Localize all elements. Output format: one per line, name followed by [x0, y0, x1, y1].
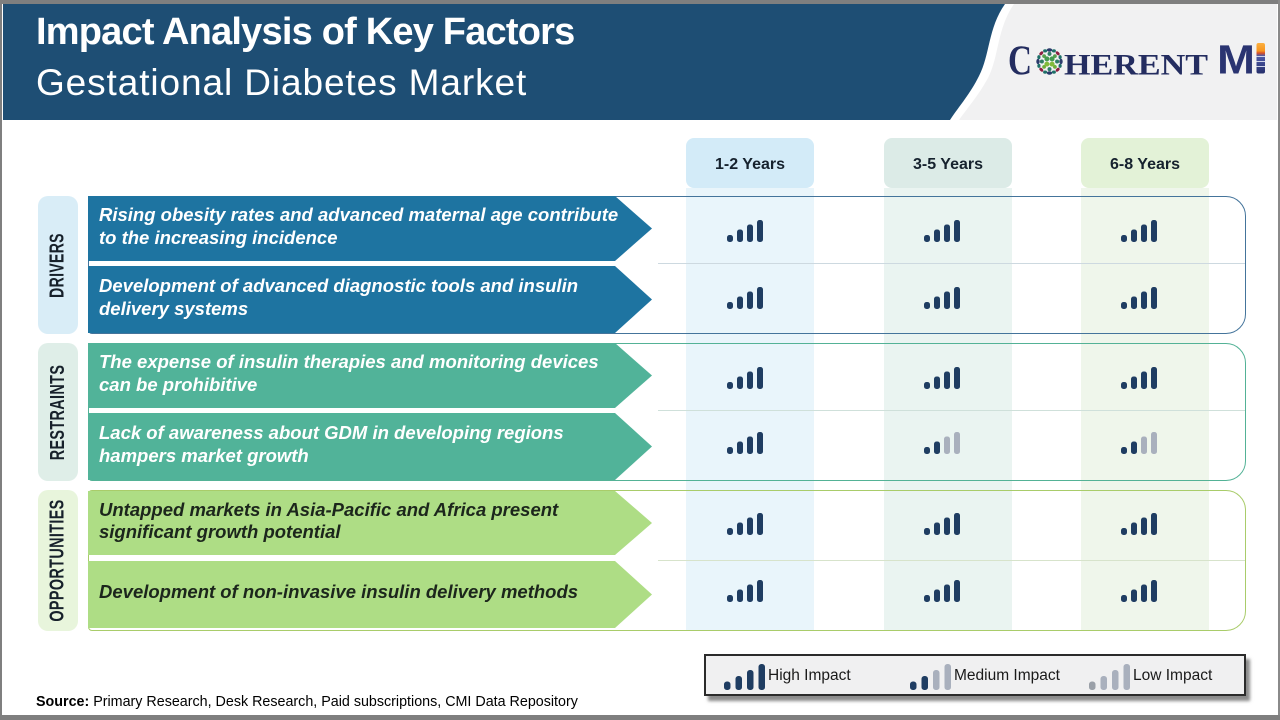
svg-text:M: M: [1217, 37, 1255, 83]
svg-text:C: C: [1008, 39, 1032, 85]
svg-text:HERENT: HERENT: [1064, 49, 1208, 82]
